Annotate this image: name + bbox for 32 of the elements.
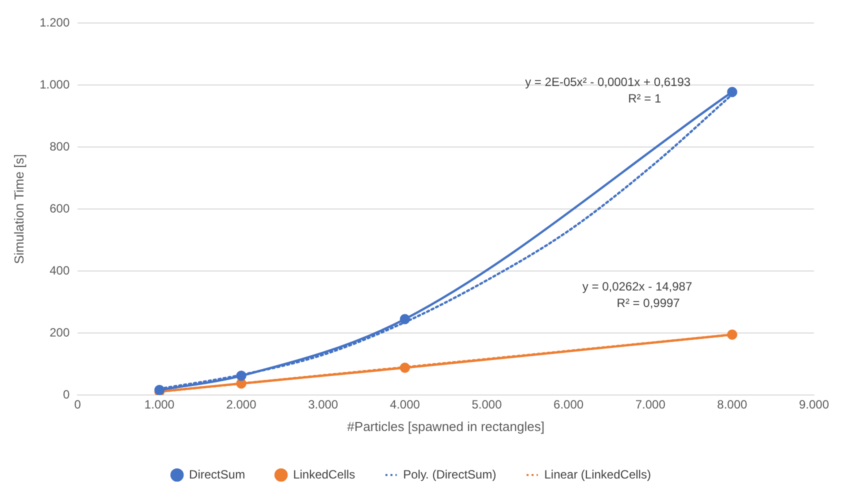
x-tick-label: 2.000 [226, 398, 257, 412]
x-tick-label: 3.000 [308, 398, 338, 412]
point [727, 86, 738, 98]
y-axis-title: Simulation Time [s] [11, 154, 26, 264]
x-tick-label: 9.000 [798, 398, 830, 412]
y-tick-label: 600 [50, 201, 70, 216]
y-tick-label: 400 [50, 263, 70, 278]
x-tick-label: 1.000 [144, 398, 175, 412]
y-tick-label: 200 [50, 325, 70, 340]
annotation: y = 2E-05x² - 0,0001x + 0,6193 [525, 75, 691, 89]
x-tick-label: 8.000 [717, 398, 748, 412]
y-tick-label: 1.000 [40, 77, 70, 92]
point [400, 314, 410, 324]
x-tick-label: 7.000 [635, 398, 666, 412]
y-tick-label: 800 [50, 139, 70, 154]
y-tick-label: 0 [62, 387, 70, 402]
point [400, 362, 410, 373]
x-axis-title: #Particles [spawned in rectangles] [347, 418, 544, 434]
point [727, 329, 738, 340]
annotation: y = 0,0262x - 14,987 [582, 279, 692, 294]
point [236, 370, 246, 381]
legend-label: Poly. (DirectSum) [403, 467, 496, 482]
legend-label: LinkedCells [293, 467, 356, 482]
legend-label: DirectSum [189, 467, 246, 482]
x-tick-label: 5.000 [472, 398, 502, 412]
legend-label: Linear (LinkedCells) [544, 467, 651, 482]
annotation: R² = 0,9997 [616, 296, 680, 310]
y-tick-label: 1.200 [40, 16, 70, 30]
x-tick-label: 6.000 [554, 398, 584, 412]
x-tick-label: 4.000 [390, 398, 420, 412]
x-tick-label: 0 [74, 398, 82, 412]
annotation: R² = 1 [628, 92, 662, 106]
